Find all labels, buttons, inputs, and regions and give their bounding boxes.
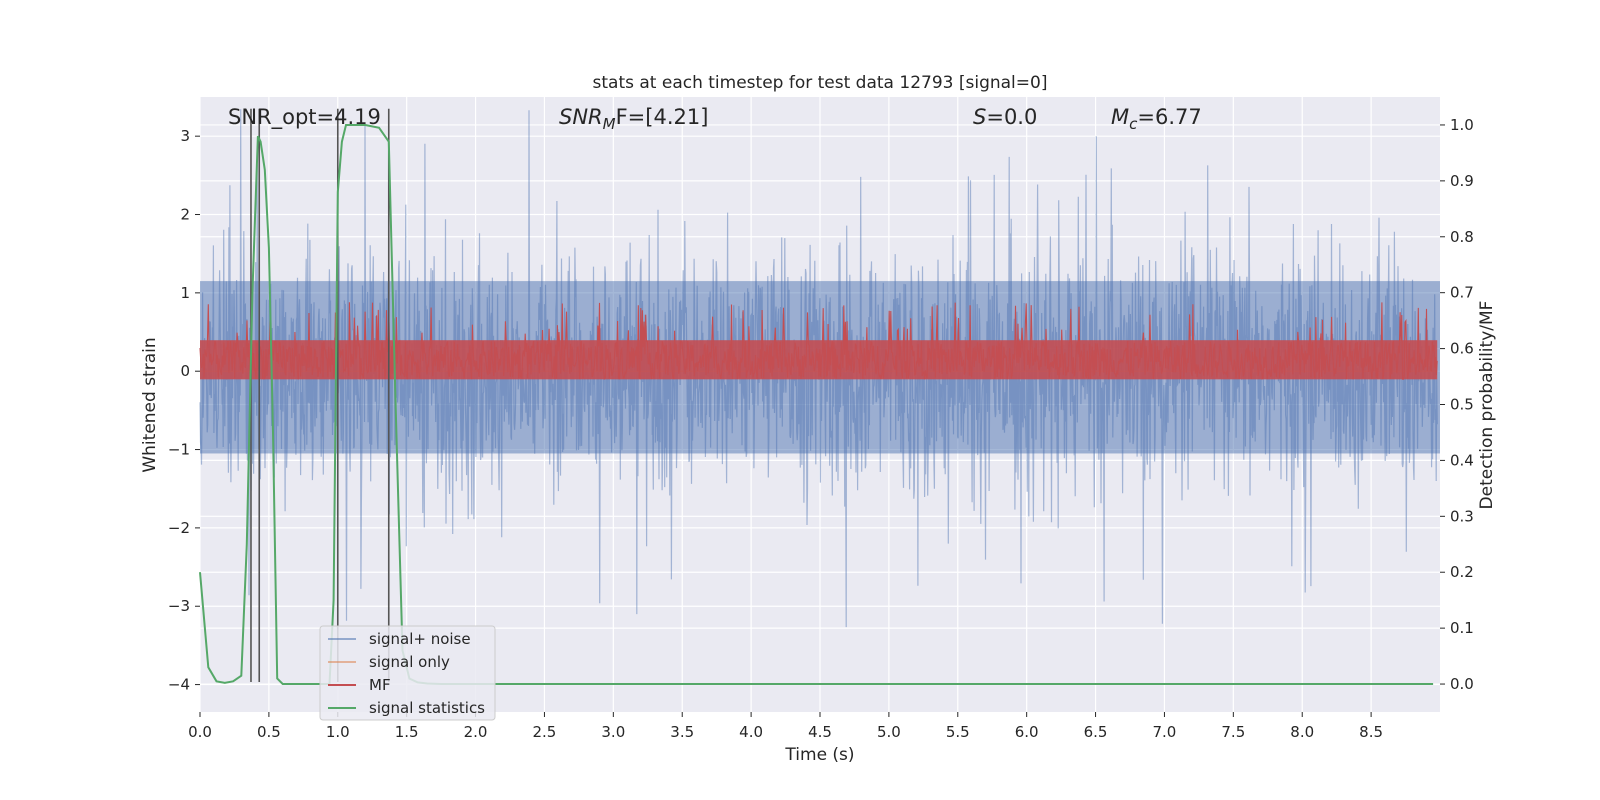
x-tick-label: 6.0 <box>1015 723 1039 741</box>
x-axis-ticks: 0.0 0.5 1.0 1.5 2.0 2.5 3.0 3.5 4.0 4.5 5.0 5.5 6.0 6… <box>188 712 1383 741</box>
legend-box <box>319 625 496 721</box>
y-axis-right-ticks: 0.0 0.1 0.2 0.3 0.4 0.5 0.6 0.7 0.8 0.9 1.0 <box>1440 116 1474 693</box>
signal-statistics-line <box>199 124 1434 685</box>
annotation-mc: Mc=6.77 <box>1111 105 1202 133</box>
y-left-tick-label: −3 <box>168 597 190 615</box>
y-left-tick-label: 1 <box>180 284 190 302</box>
chart-title: stats at each timestep for test data 127… <box>593 73 1048 93</box>
annotation-snr-mf-main: SNR <box>559 105 603 129</box>
y-right-tick-label: 0.9 <box>1450 172 1474 190</box>
x-tick-label: 5.5 <box>946 723 970 741</box>
series-signal-statistics <box>199 124 1434 685</box>
y-left-tick-label: 0 <box>180 362 190 380</box>
x-tick-label: 2.5 <box>533 723 557 741</box>
x-axis-title: Time (s) <box>784 745 854 765</box>
y-right-tick-label: 0.1 <box>1450 619 1474 637</box>
y-left-tick-label: −2 <box>168 519 190 537</box>
x-tick-label: 4.0 <box>739 723 763 741</box>
y-right-tick-label: 0.5 <box>1450 396 1474 414</box>
y-left-tick-label: −1 <box>168 441 190 459</box>
annotation-mc-rest: =6.77 <box>1137 105 1201 129</box>
mf-line <box>199 302 1438 381</box>
x-tick-label: 3.5 <box>670 723 694 741</box>
x-tick-label: 2.0 <box>464 723 488 741</box>
y-right-tick-label: 0.0 <box>1450 675 1474 693</box>
y-axis-right-title: Detection probability/MF <box>1477 301 1497 510</box>
y-right-tick-label: 0.7 <box>1450 284 1474 302</box>
annotation-s: S=0.0 <box>973 105 1037 129</box>
x-tick-label: 0.0 <box>188 723 212 741</box>
y-axis-left-ticks: −4 −3 −2 −1 0 1 2 3 <box>168 127 200 694</box>
x-tick-label: 6.5 <box>1084 723 1108 741</box>
x-tick-label: 7.5 <box>1221 723 1245 741</box>
x-tick-label: 0.5 <box>257 723 281 741</box>
annotation-s-rest: =0.0 <box>986 105 1037 129</box>
x-tick-label: 5.0 <box>877 723 901 741</box>
series-mf <box>199 302 1438 381</box>
annotation-snr-mf-rest: F=[4.21] <box>616 105 709 129</box>
annotation-s-main: S <box>973 105 986 129</box>
annotation-mc-sub: c <box>1129 115 1138 133</box>
legend-label-mf: MF <box>369 676 391 694</box>
x-tick-label: 3.0 <box>601 723 625 741</box>
annotation-snr-mf: SNRMF=[4.21] <box>559 105 708 133</box>
x-tick-label: 7.0 <box>1153 723 1177 741</box>
annotation-mc-main: M <box>1111 105 1129 129</box>
y-left-tick-label: 3 <box>180 127 190 145</box>
legend-label-signal-statistics: signal statistics <box>369 699 485 717</box>
y-axis-left-title: Whitened strain <box>140 337 160 472</box>
y-right-tick-label: 1.0 <box>1450 116 1474 134</box>
y-right-tick-label: 0.2 <box>1450 563 1474 581</box>
x-tick-label: 1.5 <box>395 723 419 741</box>
y-left-tick-label: −4 <box>168 676 190 694</box>
annotation-snr-opt: SNR_opt=4.19 <box>228 105 381 130</box>
x-tick-label: 4.5 <box>808 723 832 741</box>
legend: signal+ noise signal only MF signal stat… <box>319 625 496 721</box>
y-right-tick-label: 0.4 <box>1450 451 1474 469</box>
legend-label-signal-plus-noise: signal+ noise <box>369 630 471 648</box>
x-tick-label: 8.0 <box>1290 723 1314 741</box>
x-tick-label: 1.0 <box>326 723 350 741</box>
y-right-tick-label: 0.8 <box>1450 228 1474 246</box>
annotation-snr-mf-sub: M <box>603 115 616 133</box>
x-tick-label: 8.5 <box>1359 723 1383 741</box>
legend-label-signal-only: signal only <box>369 653 450 671</box>
y-right-tick-label: 0.3 <box>1450 507 1474 525</box>
y-left-tick-label: 2 <box>180 206 190 224</box>
y-right-tick-label: 0.6 <box>1450 340 1474 358</box>
